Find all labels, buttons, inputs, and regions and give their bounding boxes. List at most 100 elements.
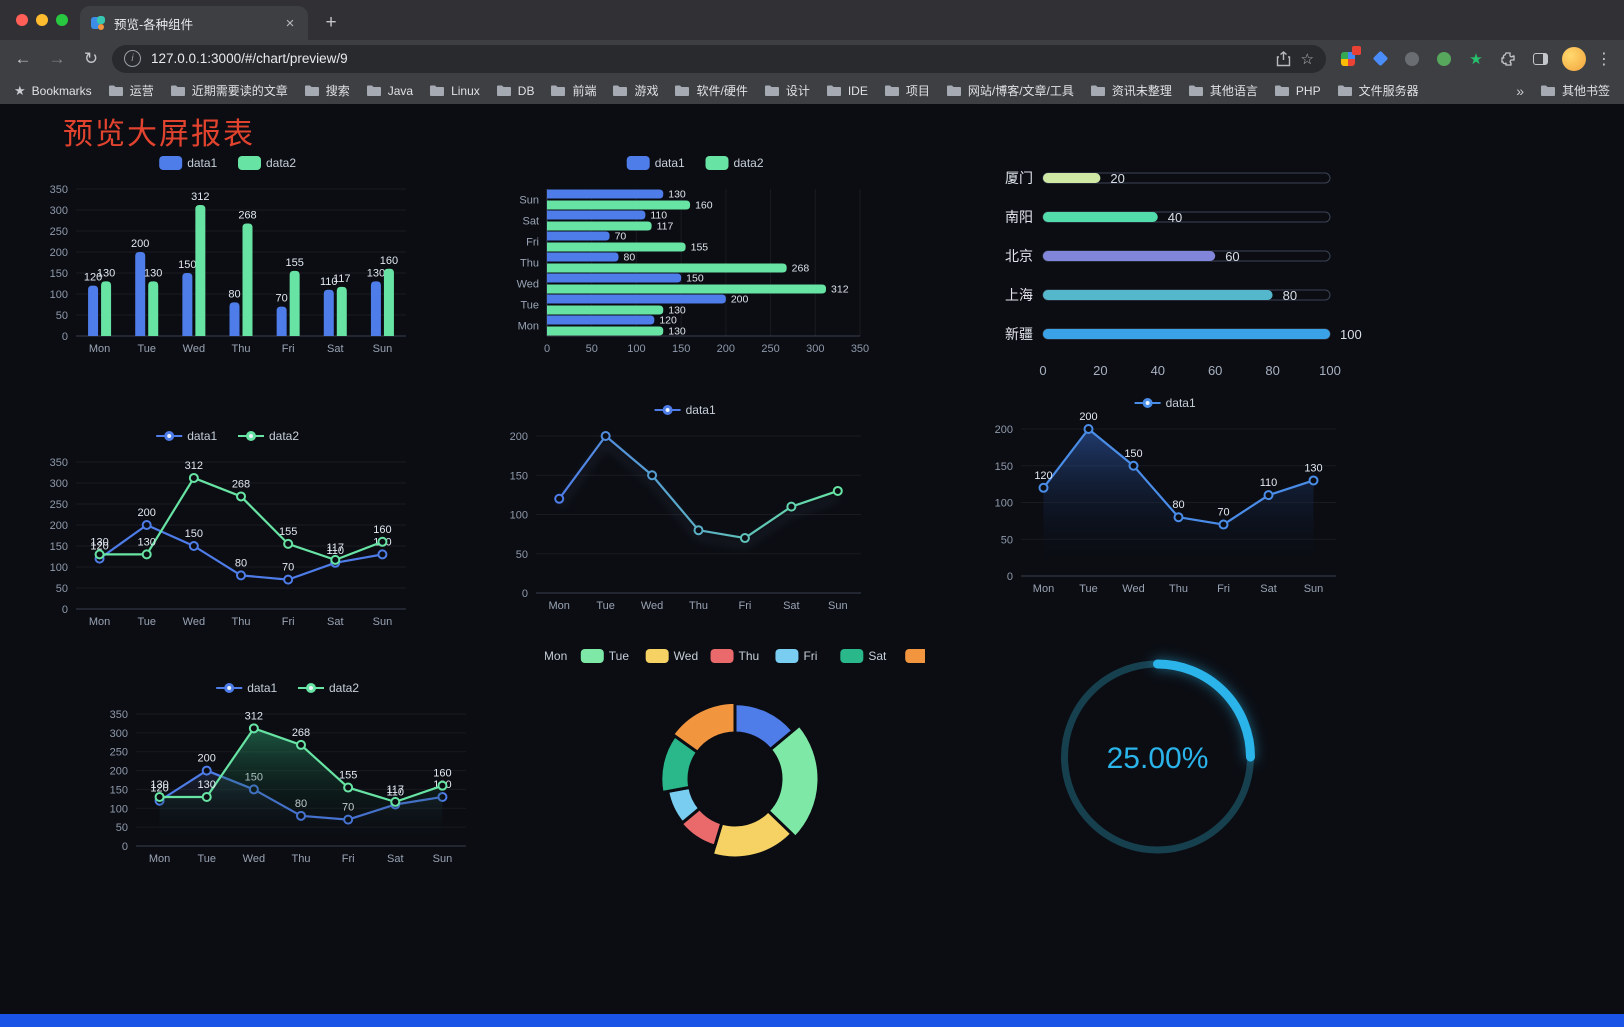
bookmark-star-icon[interactable]: ☆	[1300, 50, 1314, 68]
close-window-button[interactable]	[16, 14, 28, 26]
pie-slice-Wed[interactable]	[710, 809, 794, 860]
legend-item-data1[interactable]: data1	[654, 403, 716, 417]
svg-text:Tue: Tue	[1079, 583, 1098, 595]
share-icon[interactable]	[1276, 50, 1291, 67]
zoom-window-button[interactable]	[56, 14, 68, 26]
profile-avatar[interactable]	[1562, 46, 1586, 71]
bookmark-folder[interactable]: 设计	[764, 82, 810, 99]
extension-diamond-icon[interactable]	[1370, 49, 1390, 69]
svg-text:312: 312	[245, 710, 263, 722]
legend-item-data2[interactable]: data2	[705, 156, 764, 170]
svg-text:250: 250	[110, 747, 128, 759]
browser-menu-icon[interactable]: ⋮	[1596, 50, 1612, 68]
svg-text:250: 250	[50, 226, 68, 238]
extension-cluster: ★	[1334, 45, 1554, 69]
svg-text:data2: data2	[266, 156, 296, 170]
legend-item-data1[interactable]: data1	[159, 156, 218, 170]
pie-slice-Sun[interactable]	[671, 700, 737, 754]
site-info-icon[interactable]: i	[124, 50, 141, 67]
bookmark-folder[interactable]: 软件/硬件	[674, 82, 748, 99]
chart-area-single: data1 0 50 100 150 200 Mon Tue Wed Thu Fri Sat Sun 12…	[985, 389, 1350, 604]
back-button[interactable]: ←	[14, 48, 32, 68]
pie-slice-Tue[interactable]	[766, 723, 821, 839]
extensions-puzzle-icon[interactable]	[1498, 49, 1518, 69]
legend-item-Sun[interactable]: Sun	[905, 649, 955, 663]
svg-text:130: 130	[668, 189, 686, 201]
svg-text:60: 60	[1225, 249, 1239, 264]
legend-item-Mon[interactable]: Mon	[515, 649, 567, 663]
svg-text:250: 250	[50, 499, 68, 511]
legend-item-data1[interactable]: data1	[216, 681, 278, 695]
bar-horizontal-canvas: data1 data2 0 50 100 150 200 250 300 350 Mon Tue Wed…	[517, 156, 869, 355]
svg-text:150: 150	[110, 784, 128, 796]
bookmark-folder[interactable]: 项目	[884, 82, 930, 99]
svg-text:100: 100	[995, 498, 1013, 510]
bookmark-folder[interactable]: 游戏	[612, 82, 658, 99]
bookmark-folder[interactable]: Linux	[429, 84, 480, 98]
svg-text:70: 70	[276, 293, 288, 305]
legend-item-data1[interactable]: data1	[1134, 396, 1196, 410]
svg-text:北京: 北京	[1005, 248, 1033, 264]
address-bar[interactable]: i 127.0.0.1:3000/#/chart/preview/9 ☆	[112, 44, 1326, 73]
svg-text:200: 200	[50, 247, 68, 259]
bookmark-folder[interactable]: 网站/博客/文章/工具	[946, 82, 1074, 99]
svg-text:80: 80	[228, 288, 240, 300]
svg-text:300: 300	[50, 478, 68, 490]
extension-grid-icon[interactable]	[1338, 45, 1361, 69]
svg-text:20: 20	[1093, 363, 1107, 378]
svg-text:200: 200	[110, 766, 128, 778]
bookmark-folder[interactable]: DB	[496, 84, 534, 98]
bookmark-folder[interactable]: 其他语言	[1188, 82, 1258, 99]
forward-button[interactable]: →	[48, 48, 66, 68]
svg-text:Thu: Thu	[689, 600, 708, 612]
legend-item-Wed[interactable]: Wed	[645, 649, 698, 663]
reload-button[interactable]: ↻	[83, 48, 99, 68]
svg-text:Thu: Thu	[232, 343, 251, 355]
legend-item-Tue[interactable]: Tue	[580, 649, 630, 663]
svg-text:200: 200	[198, 753, 216, 765]
dashboard-content: 预览大屏报表 data1 data2 0 50 100 150 200 250 300 350 Mo…	[0, 104, 1624, 1027]
bookmark-folder[interactable]: 运营	[108, 82, 154, 99]
svg-text:350: 350	[50, 184, 68, 196]
legend-item-Sat[interactable]: Sat	[840, 649, 887, 663]
svg-text:Thu: Thu	[739, 649, 760, 663]
svg-text:100: 100	[1319, 363, 1341, 378]
svg-text:155: 155	[339, 770, 357, 782]
active-tab[interactable]: 预览-各种组件 ×	[80, 6, 308, 40]
capsule-rank-canvas: 厦门 20 南阳 40 北京 60 上海 80 新疆 100 0 20 40 60 80 100	[1005, 170, 1362, 378]
tab-title: 预览-各种组件	[114, 17, 194, 32]
side-panel-icon[interactable]	[1530, 49, 1550, 69]
star-icon: ★	[14, 82, 26, 98]
svg-text:Tue: Tue	[137, 616, 156, 628]
chart-gauge: 25.00%	[1040, 642, 1275, 872]
legend-item-data2[interactable]: data2	[238, 429, 299, 443]
minimize-window-button[interactable]	[36, 14, 48, 26]
extension-star-icon[interactable]: ★	[1469, 50, 1483, 68]
legend-item-Thu[interactable]: Thu	[710, 649, 760, 663]
legend-item-data2[interactable]: data2	[238, 156, 296, 170]
legend-item-Fri[interactable]: Fri	[775, 649, 817, 663]
bookmark-folder[interactable]: PHP	[1274, 84, 1321, 98]
bookmark-folder[interactable]: Java	[366, 84, 413, 98]
bookmark-folder[interactable]: IDE	[826, 84, 868, 98]
legend-item-data1[interactable]: data1	[626, 156, 685, 170]
bookmark-folder[interactable]: 近期需要读的文章	[170, 82, 288, 99]
bookmarks-bar: ★ Bookmarks 运营 近期需要读的文章 搜索 Java Linux DB 前端 游戏软…	[0, 77, 1624, 104]
tab-close-icon[interactable]: ×	[285, 14, 295, 32]
svg-text:Sat: Sat	[522, 216, 539, 228]
new-tab-button[interactable]: +	[325, 12, 337, 33]
extension-gray-circle-icon[interactable]	[1402, 49, 1422, 69]
bookmark-folder[interactable]: 前端	[550, 82, 596, 99]
bookmarks-label[interactable]: ★ Bookmarks	[14, 83, 92, 99]
legend-item-data1[interactable]: data1	[156, 429, 218, 443]
folder-icon	[430, 85, 445, 96]
legend-item-data2[interactable]: data2	[298, 681, 359, 695]
other-bookmarks-folder[interactable]: 其他书签	[1540, 82, 1610, 99]
bookmark-folder[interactable]: 资讯未整理	[1090, 82, 1172, 99]
bar-grouped-canvas: data1 data2 0 50 100 150 200 250 300 350 Mon Tue Wed…	[50, 156, 406, 355]
bookmarks-overflow-chevron[interactable]: »	[1516, 82, 1524, 99]
svg-text:117: 117	[657, 221, 674, 233]
extension-green-circle-icon[interactable]	[1434, 49, 1454, 69]
bookmark-folder[interactable]: 搜索	[304, 82, 350, 99]
bookmark-folder[interactable]: 文件服务器	[1337, 82, 1419, 99]
